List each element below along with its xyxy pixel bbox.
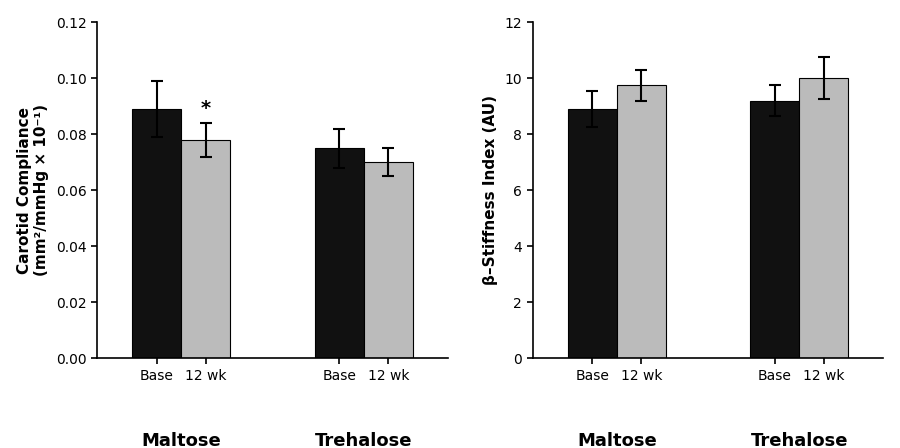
Y-axis label: Carotid Compliance
(mm²/mmHg × 10⁻¹): Carotid Compliance (mm²/mmHg × 10⁻¹) [17,104,50,276]
Text: *: * [201,99,211,118]
Text: Maltose: Maltose [141,432,221,448]
Bar [182,140,230,358]
Y-axis label: β–Stiffness Index (AU): β–Stiffness Index (AU) [482,95,498,285]
Bar [315,148,364,358]
Bar [364,162,413,358]
Bar [568,109,616,358]
Bar [132,109,182,358]
Bar [616,85,666,358]
Text: Maltose: Maltose [577,432,657,448]
Text: Trehalose: Trehalose [751,432,848,448]
Text: Trehalose: Trehalose [315,432,412,448]
Bar [750,101,799,358]
Bar [799,78,849,358]
